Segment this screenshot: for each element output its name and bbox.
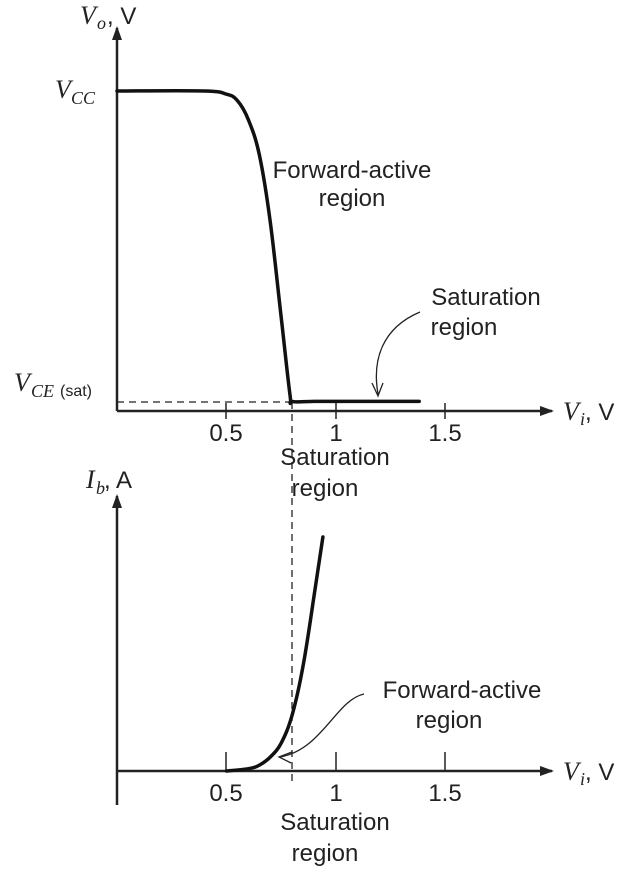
bottom-forward-active-pointer-head — [277, 751, 293, 764]
bottom-saturation-label-line1: Saturation — [280, 809, 389, 836]
bottom-x-ticks: 0.5 1 1.5 — [209, 752, 462, 807]
top-y-axis-label-unit: , V — [107, 3, 136, 30]
top-x-ticks: 0.5 1 1.5 — [209, 403, 462, 447]
top-saturation-pointer-head — [371, 382, 384, 398]
bottom-x-tick-label-0: 0.5 — [209, 780, 242, 807]
top-saturation-pointer-arrow — [375, 311, 421, 395]
mid-saturation-label-line1: Saturation — [280, 444, 389, 471]
bottom-x-axis-label: V i , V — [563, 757, 614, 789]
bottom-y-axis-label-unit: , A — [104, 467, 132, 494]
bottom-forward-active-label-line1: Forward-active — [383, 677, 542, 704]
top-y-tick-vcesat-suffix: (sat) — [60, 383, 92, 400]
top-y-tick-vcesat: V CE (sat) — [14, 368, 92, 401]
top-saturation-label-line1: Saturation — [431, 284, 540, 311]
top-y-axis-label: V o , V — [80, 1, 136, 33]
bottom-x-axis-label-subscript: i — [580, 769, 585, 789]
bottom-x-tick-label-1: 1 — [329, 780, 342, 807]
bottom-y-axis-label: I b , A — [85, 465, 132, 498]
bottom-input-curve — [224, 535, 325, 773]
top-saturation-label-line2: region — [431, 314, 498, 341]
top-chart: 0.5 1 1.5 V o , V V i , V V CC V CE (sat… — [14, 1, 614, 785]
top-y-tick-vcc-symbol: V — [55, 75, 74, 104]
bottom-forward-active-label-line2: region — [416, 707, 483, 734]
top-transfer-curve — [115, 88, 421, 406]
top-x-tick-label-0: 0.5 — [209, 420, 242, 447]
top-y-tick-vcc: V CC — [55, 75, 96, 108]
top-forward-active-label-line1: Forward-active — [273, 157, 432, 184]
bottom-y-axis-label-symbol: I — [85, 465, 96, 494]
bottom-x-axis-label-unit: , V — [585, 759, 614, 786]
bottom-x-tick-label-2: 1.5 — [428, 780, 461, 807]
top-y-axis-label-subscript: o — [97, 13, 106, 33]
bottom-saturation-label-line2: region — [292, 840, 359, 867]
top-x-axis-label-subscript: i — [580, 409, 585, 429]
mid-saturation-label-line2: region — [292, 475, 359, 502]
top-forward-active-label-line2: region — [319, 185, 386, 212]
top-x-tick-label-1: 1 — [329, 420, 342, 447]
top-y-tick-vcc-subscript: CC — [71, 88, 96, 108]
top-y-tick-vcesat-symbol: V — [14, 368, 33, 397]
bottom-x-axis-label-symbol: V — [563, 757, 582, 786]
top-x-axis-label-unit: , V — [585, 399, 614, 426]
top-x-axis-label: V i , V — [563, 397, 614, 429]
bottom-chart: 0.5 1 1.5 I b , A V i , V Forward-active… — [85, 465, 614, 867]
top-x-tick-label-2: 1.5 — [428, 420, 461, 447]
bottom-forward-active-pointer-arrow — [279, 693, 365, 758]
top-y-axis-label-symbol: V — [80, 1, 99, 30]
top-x-axis-label-symbol: V — [563, 397, 582, 426]
top-y-tick-vcesat-subscript: CE — [31, 381, 54, 401]
bottom-y-axis-label-subscript: b — [96, 478, 105, 498]
